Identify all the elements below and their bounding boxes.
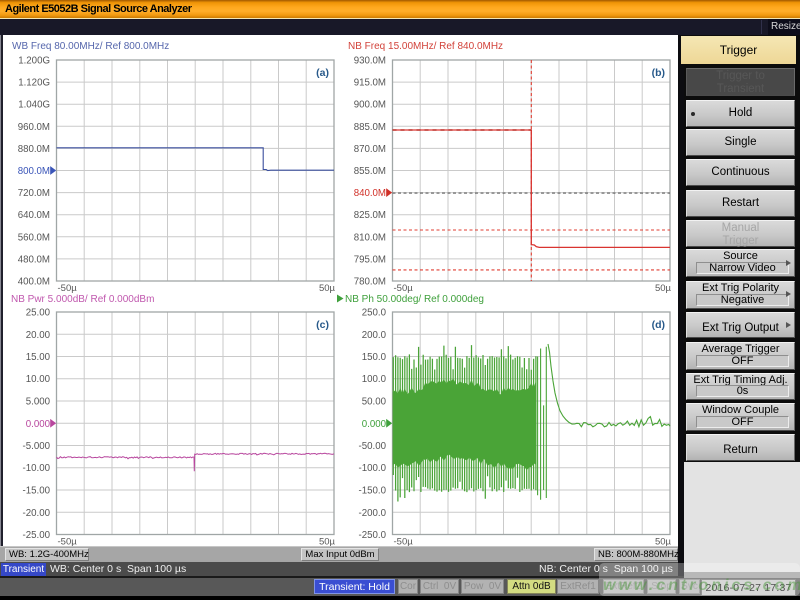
svg-text:-15.00: -15.00 [23,486,51,497]
svg-text:50µ: 50µ [655,537,672,547]
svg-text:-100.0: -100.0 [359,463,387,474]
svg-text:855.0M: 855.0M [354,166,386,177]
svg-text:NB Pwr 5.000dB/ Ref 0.000dBm: NB Pwr 5.000dB/ Ref 0.000dBm [11,294,154,305]
svg-text:100.0: 100.0 [362,374,387,385]
svg-text:840.0M: 840.0M [354,188,386,199]
svg-text:50µ: 50µ [319,283,336,294]
svg-text:640.0M: 640.0M [18,210,50,221]
svg-text:-10.00: -10.00 [23,463,51,474]
svg-text:1.200G: 1.200G [18,56,50,67]
svg-text:810.0M: 810.0M [354,232,386,243]
svg-text:960.0M: 960.0M [18,122,50,133]
svg-text:880.0M: 880.0M [18,144,50,155]
svg-text:5.000: 5.000 [26,397,51,408]
svg-text:10.00: 10.00 [26,374,51,385]
svg-text:-25.00: -25.00 [23,530,51,541]
svg-text:200.0: 200.0 [362,330,387,341]
svg-text:-50µ: -50µ [58,283,78,294]
svg-text:870.0M: 870.0M [354,144,386,155]
svg-text:-5.000: -5.000 [23,441,51,452]
svg-text:915.0M: 915.0M [354,78,386,89]
svg-text:900.0M: 900.0M [354,100,386,111]
svg-text:0.000: 0.000 [362,419,387,430]
svg-text:150.0: 150.0 [362,352,387,363]
svg-text:930.0M: 930.0M [354,56,386,67]
svg-text:560.0M: 560.0M [18,232,50,243]
svg-text:(b): (b) [652,67,665,79]
svg-text:NB Freq 15.00MHz/ Ref 840.0MHz: NB Freq 15.00MHz/ Ref 840.0MHz [348,41,503,52]
svg-text:-250.0: -250.0 [359,530,387,541]
svg-text:15.00: 15.00 [26,352,51,363]
svg-text:-50µ: -50µ [394,537,414,547]
svg-text:(a): (a) [316,67,329,79]
svg-text:400.0M: 400.0M [18,277,50,288]
svg-text:1.040G: 1.040G [18,100,50,111]
svg-text:800.0M: 800.0M [18,166,50,177]
svg-text:-50µ: -50µ [394,283,414,294]
svg-text:-50µ: -50µ [58,537,78,547]
svg-text:50µ: 50µ [319,537,336,547]
svg-text:-20.00: -20.00 [23,508,51,519]
svg-text:-50.00: -50.00 [359,441,387,452]
svg-text:795.0M: 795.0M [354,254,386,265]
svg-text:WB Freq 80.00MHz/ Ref 800.0MHz: WB Freq 80.00MHz/ Ref 800.0MHz [12,41,169,52]
svg-text:(c): (c) [316,319,329,331]
svg-text:780.0M: 780.0M [354,277,386,288]
svg-text:720.0M: 720.0M [18,188,50,199]
svg-text:-200.0: -200.0 [359,508,387,519]
svg-text:0.000: 0.000 [26,419,51,430]
svg-text:20.00: 20.00 [26,330,51,341]
svg-text:-150.0: -150.0 [359,486,387,497]
svg-text:(d): (d) [652,319,665,331]
svg-text:50µ: 50µ [655,283,672,294]
svg-text:50.00: 50.00 [362,397,387,408]
svg-text:885.0M: 885.0M [354,122,386,133]
svg-text:1.120G: 1.120G [18,78,50,89]
svg-text:480.0M: 480.0M [18,254,50,265]
svg-text:825.0M: 825.0M [354,210,386,221]
svg-text:25.00: 25.00 [26,308,51,319]
svg-text:NB Ph 50.00deg/ Ref 0.000deg: NB Ph 50.00deg/ Ref 0.000deg [345,294,484,305]
svg-text:250.0: 250.0 [362,308,387,319]
